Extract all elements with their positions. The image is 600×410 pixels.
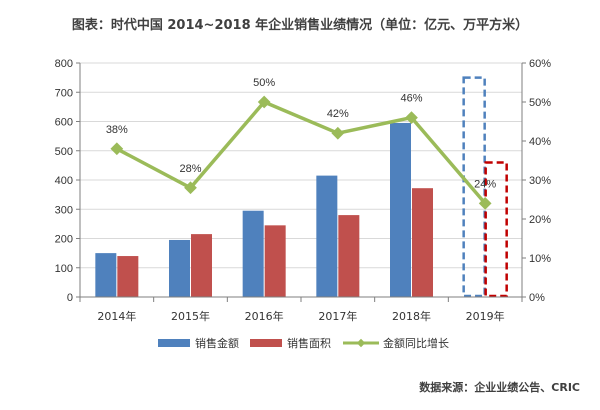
chart-title: 图表：时代中国 2014~2018 年企业销售业绩情况（单位：亿元、万平方米）	[72, 17, 528, 33]
y-left-tick-label: 200	[55, 234, 73, 246]
legend-swatch-sales-area	[250, 339, 282, 347]
growth-point	[478, 197, 492, 210]
forecast-box-sales-amount	[462, 76, 486, 298]
y-right-tick-label: 10%	[529, 253, 551, 265]
legend-label-sales-area: 销售面积	[287, 336, 331, 350]
forecast-box-sales-area	[484, 161, 508, 298]
forecast-boxes	[462, 76, 508, 298]
data-labels: 38% 28% 50% 42% 46% 24%	[106, 77, 497, 190]
growth-data-label: 38%	[106, 124, 128, 136]
growth-point	[184, 181, 197, 195]
y-left-tick-label: 800	[55, 58, 73, 70]
y-right-tick-label: 20%	[529, 214, 551, 226]
y-left-tick-label: 400	[55, 175, 73, 187]
x-tick-label: 2018年	[392, 309, 431, 323]
gridlines	[80, 62, 522, 269]
growth-data-label: 46%	[400, 93, 422, 105]
legend-marker-growth	[356, 338, 366, 348]
y-left-tick-label: 500	[55, 146, 73, 158]
bar-sales-area	[117, 256, 139, 297]
axes: 0 100 200 300 400 500 600 700 800 0% 10% 20% 30% 40% 5…	[55, 58, 552, 323]
x-tick-label: 2015年	[171, 309, 210, 323]
bar-sales-amount	[390, 122, 411, 298]
y-right-tick-label: 30%	[529, 175, 551, 187]
y-left-tick-label: 300	[55, 204, 73, 216]
growth-point	[257, 95, 271, 109]
y-right-tick-label: 60%	[529, 58, 551, 70]
y-right-tick-label: 40%	[529, 136, 551, 148]
y-left-tick-label: 700	[55, 87, 73, 99]
bar-sales-amount	[316, 175, 338, 297]
bar-sales-amount	[169, 239, 190, 297]
y-right-tick-label: 0%	[529, 292, 545, 304]
growth-data-label: 28%	[179, 163, 201, 175]
x-tick-label: 2014年	[97, 309, 136, 323]
growth-point	[405, 111, 418, 124]
bars	[95, 122, 433, 298]
bar-sales-amount	[95, 253, 117, 297]
bar-sales-amount	[242, 210, 264, 297]
growth-line	[110, 95, 492, 210]
bar-sales-area	[264, 225, 286, 297]
legend-swatch-sales-amount	[158, 339, 190, 347]
x-tick-label: 2017年	[318, 309, 357, 323]
growth-point	[331, 126, 345, 140]
growth-line-path	[116, 100, 487, 205]
growth-data-label: 24%	[474, 178, 496, 190]
legend-label-sales-amount: 销售金额	[195, 336, 239, 350]
x-tick-label: 2019年	[466, 309, 505, 323]
bar-sales-area	[338, 215, 360, 297]
legend: 销售金额 销售面积 金额同比增长	[158, 336, 449, 350]
y-left-tick-label: 0	[67, 292, 73, 304]
growth-data-label: 50%	[253, 77, 275, 89]
x-tick-label: 2016年	[245, 309, 284, 323]
bar-sales-area	[412, 188, 433, 297]
legend-label-growth: 金额同比增长	[383, 336, 449, 350]
y-left-tick-label: 100	[55, 263, 73, 275]
bar-sales-area	[191, 234, 212, 297]
growth-data-label: 42%	[327, 108, 349, 120]
growth-point	[110, 142, 124, 156]
y-right-tick-label: 50%	[529, 97, 551, 109]
y-left-tick-label: 600	[55, 117, 73, 129]
source-note: 数据来源：企业业绩公告、CRIC	[419, 380, 580, 394]
